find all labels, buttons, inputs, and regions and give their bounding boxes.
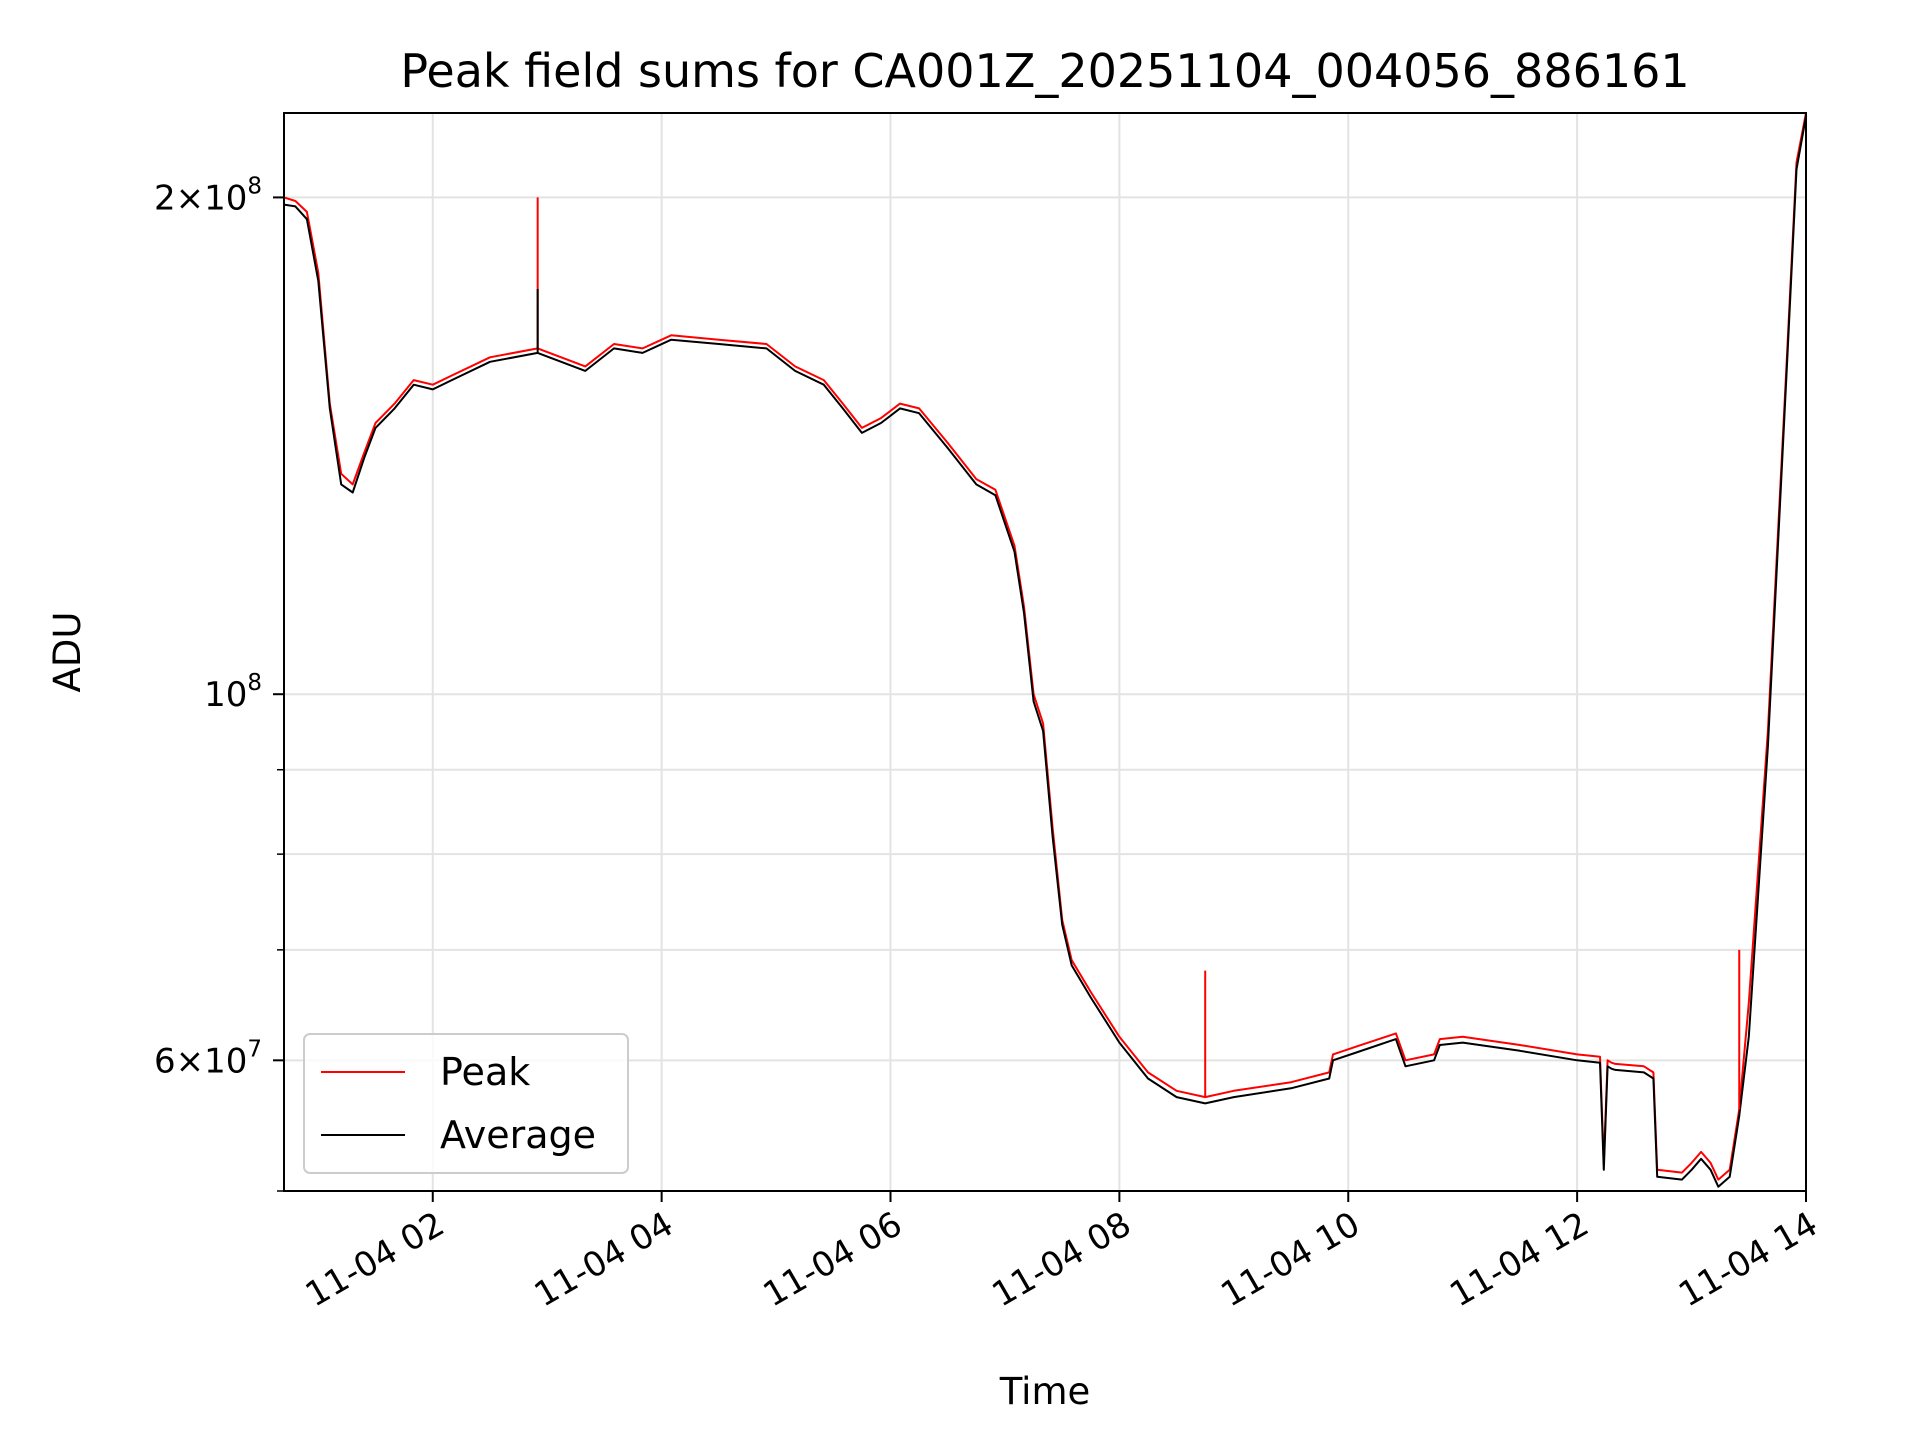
grid [284,113,1807,1192]
legend-label-average: Average [440,1113,596,1157]
plot-series [283,112,1807,1188]
y-tick-label: 6×107 [154,1036,262,1081]
x-tick-label: 11-04 12 [1443,1204,1595,1315]
x-tick-label: 11-04 08 [985,1204,1137,1315]
series-line-average [283,116,1807,1188]
legend-label-peak: Peak [440,1050,530,1094]
x-tick-label: 11-04 02 [299,1204,451,1315]
x-tick-label: 11-04 04 [528,1204,680,1315]
legend-box [303,1033,629,1174]
y-axis-label: ADU [46,612,89,693]
x-tick-label: 11-04 06 [757,1204,909,1315]
y-tick-label: 108 [204,670,262,715]
chart-title: Peak field sums for CA001Z_20251104_0040… [400,44,1689,98]
x-tick-label: 11-04 14 [1672,1204,1824,1315]
x-axis-label: Time [999,1370,1091,1413]
x-tick-label: 11-04 10 [1214,1204,1366,1315]
plot-frame [283,112,1807,1192]
y-tick-label: 2×108 [154,173,262,218]
legend: Peak Average [303,1033,629,1174]
